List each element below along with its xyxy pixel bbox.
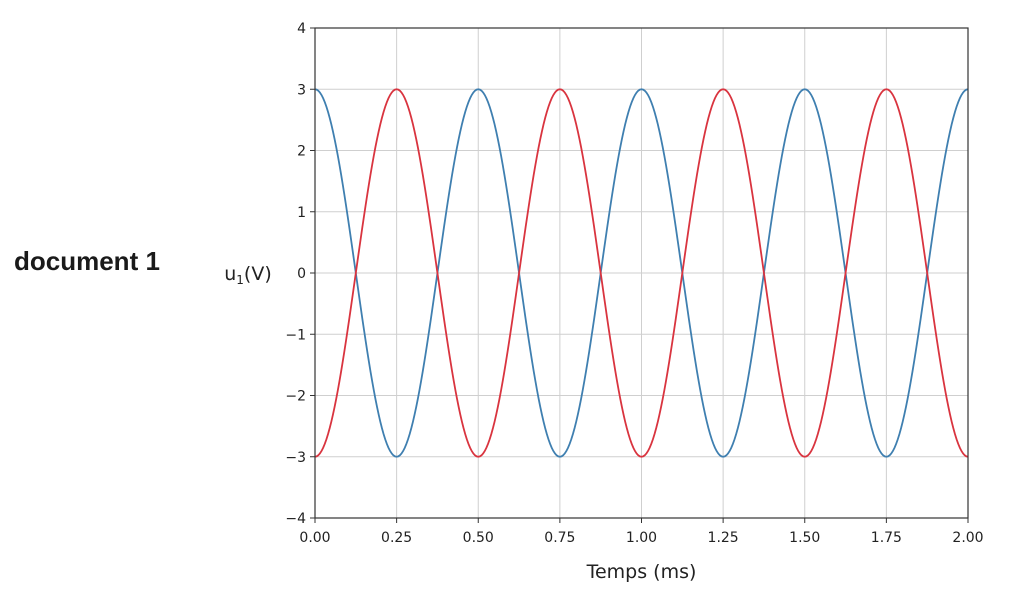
- y-axis-title-subscript: 1: [236, 273, 244, 287]
- x-tick-label: 1.75: [871, 530, 902, 546]
- y-tick-label: 4: [297, 21, 306, 37]
- x-tick-label: 0.50: [463, 530, 494, 546]
- tick-labels: 0.00 0.25 0.50 0.75 1.00 1.25 1.50 1.75 2.00 −4 −3…: [285, 21, 983, 546]
- series-line-2: [314, 88, 969, 458]
- y-tick-label: −1: [285, 327, 306, 343]
- ticks: [310, 27, 969, 523]
- x-axis-title: Temps (ms): [586, 561, 697, 583]
- x-tick-label: 0.00: [299, 530, 330, 546]
- x-tick-label: 2.00: [952, 530, 983, 546]
- series-line-1: [314, 88, 969, 458]
- y-tick-label: 2: [297, 144, 306, 160]
- x-tick-label: 1.25: [708, 530, 739, 546]
- y-tick-label: 1: [297, 205, 306, 221]
- x-tick-label: 1.50: [789, 530, 820, 546]
- y-axis-title-unit: (V): [244, 263, 272, 285]
- y-axis-title: u1(V): [224, 263, 272, 287]
- y-tick-label: −2: [285, 389, 306, 405]
- series-layer: [314, 88, 969, 458]
- y-tick-label: 0: [297, 266, 306, 282]
- y-tick-label: 3: [297, 82, 306, 98]
- y-tick-label: −4: [285, 511, 306, 527]
- x-tick-label: 0.75: [544, 530, 575, 546]
- grid: [314, 27, 969, 519]
- x-tick-label: 0.25: [381, 530, 412, 546]
- x-tick-label: 1.00: [626, 530, 657, 546]
- document-label: document 1: [14, 246, 160, 276]
- y-axis-title-main: u: [224, 263, 236, 285]
- y-tick-label: −3: [285, 450, 306, 466]
